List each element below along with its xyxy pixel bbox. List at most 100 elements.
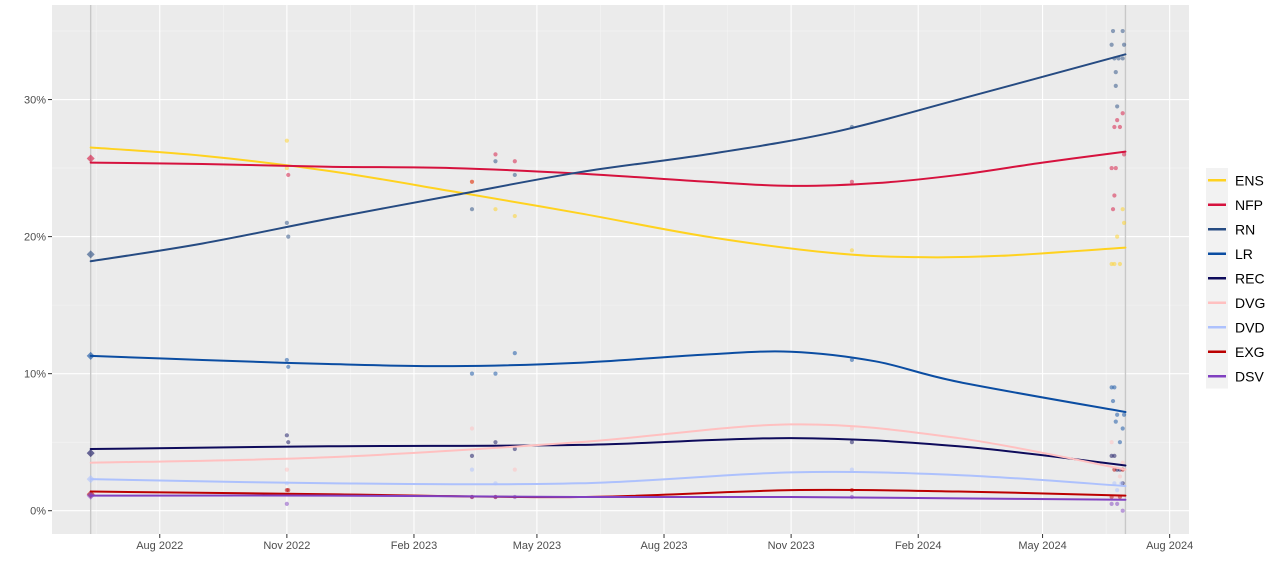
poll-point-rec [493, 440, 498, 445]
poll-point-ens [284, 138, 289, 143]
poll-point-nfp [512, 159, 517, 164]
poll-point-dvg [1120, 460, 1125, 465]
trend-line-dvd [89, 470, 1127, 488]
poll-point-lr [286, 364, 291, 369]
legend-label-rec: REC [1235, 270, 1265, 286]
poll-point-lr [1115, 412, 1120, 417]
x-tick-label: Aug 2022 [136, 540, 183, 552]
legend-label-ens: ENS [1235, 172, 1264, 188]
legend: ENS NFP RN LR REC DVG DVD EXG DSV [1206, 168, 1265, 389]
poll-point-lr [1110, 398, 1116, 404]
poll-point-rn [1121, 42, 1127, 47]
x-tick-label: Aug 2023 [640, 540, 687, 552]
plot-panel [52, 5, 1189, 534]
legend-label-dvg: DVG [1235, 295, 1265, 311]
poll-point-rec [86, 449, 95, 458]
poll-point-nfp [1113, 165, 1118, 171]
poll-point-dvd [469, 467, 475, 472]
poll-point-exg [286, 488, 291, 493]
poll-point-nfp [1115, 118, 1120, 123]
poll-point-nfp [1110, 207, 1116, 212]
poll-point-rec [849, 440, 855, 445]
poll-point-dsv [284, 501, 289, 506]
poll-point-rn [1120, 56, 1125, 61]
poll-point-rec [469, 453, 475, 458]
poll-point-nfp [1121, 152, 1127, 157]
poll-point-nfp [286, 172, 291, 178]
poll-point-rec [284, 433, 289, 438]
poll-point-ens [1115, 234, 1120, 239]
trend-line-lr [89, 350, 1127, 414]
trend-line-nfp [89, 150, 1127, 187]
poll-point-nfp [1109, 165, 1114, 171]
poll-point-lr [1117, 440, 1123, 445]
poll-point-lr [284, 357, 289, 363]
poll-point-dvg [1109, 440, 1114, 445]
trend-line-exg [89, 488, 1127, 499]
poll-point-rn [286, 234, 291, 239]
poll-point-lr [1120, 426, 1125, 431]
x-axis: Aug 2022 Nov 2022 Feb 2023 May 2023 Aug 2023… [136, 534, 1193, 552]
legend-label-dvd: DVD [1235, 319, 1265, 335]
poll-point-dsv [1115, 501, 1120, 506]
legend-label-dsv: DSV [1235, 368, 1264, 384]
poll-point-rn [1113, 70, 1118, 75]
trend-line-dsv [89, 494, 1127, 501]
y-tick-label: 10% [24, 369, 46, 381]
y-tick-label: 20% [24, 232, 46, 244]
poll-point-nfp [86, 154, 95, 163]
poll-point-dsv [1109, 501, 1114, 506]
poll-point-rn [1120, 28, 1125, 34]
poll-point-nfp [493, 152, 498, 157]
poll-point-dvg [469, 426, 475, 431]
poll-point-nfp [469, 179, 475, 184]
poll-point-lr [493, 371, 498, 376]
poll-point-ens [512, 213, 517, 219]
poll-point-rn [512, 172, 517, 178]
poll-point-rec [1112, 453, 1117, 458]
poll-point-rn [1109, 42, 1114, 47]
poll-point-nfp [849, 179, 855, 184]
poll-point-rn [1113, 83, 1118, 88]
poll-point-ens [1120, 207, 1125, 212]
poll-point-dvg [849, 426, 855, 431]
poll-point-lr [512, 350, 517, 356]
poll-point-ens [1117, 261, 1123, 267]
poll-point-lr [1121, 412, 1127, 417]
poll-point-ens [493, 207, 498, 212]
poll-point-lr [1112, 385, 1117, 390]
trend-line-dvg [89, 423, 1127, 471]
x-tick-label: Feb 2024 [895, 540, 941, 552]
x-tick-label: May 2024 [1018, 540, 1066, 552]
poll-point-rn [469, 207, 475, 212]
poll-point-dvg [512, 467, 517, 472]
poll-point-rn [284, 220, 289, 226]
poll-point-ens [1112, 261, 1117, 267]
poll-point-rn [86, 250, 95, 259]
poll-point-rn [493, 159, 498, 164]
minor-gridlines [52, 5, 1189, 534]
x-tick-label: Feb 2023 [391, 540, 437, 552]
poll-point-nfp [1117, 124, 1123, 130]
poll-point-lr [849, 357, 855, 363]
poll-point-dvg [1117, 474, 1123, 479]
x-tick-label: Aug 2024 [1146, 540, 1193, 552]
poll-point-nfp [1112, 193, 1117, 198]
x-tick-label: Nov 2022 [263, 540, 310, 552]
x-tick-label: Nov 2023 [768, 540, 815, 552]
poll-point-ens [849, 248, 855, 253]
y-tick-label: 0% [30, 506, 46, 518]
legend-label-nfp: NFP [1235, 197, 1263, 213]
trend-lines [89, 53, 1127, 501]
poll-point-lr [469, 371, 475, 376]
poll-point-rec [286, 440, 291, 445]
poll-point-rec [512, 446, 517, 452]
poll-point-nfp [1112, 124, 1117, 130]
x-tick-label: May 2023 [513, 540, 561, 552]
poll-point-dvd [1119, 481, 1124, 486]
poll-point-ens [284, 165, 289, 171]
poll-points [86, 28, 1127, 513]
poll-point-nfp [1120, 111, 1125, 116]
legend-label-exg: EXG [1235, 344, 1265, 360]
